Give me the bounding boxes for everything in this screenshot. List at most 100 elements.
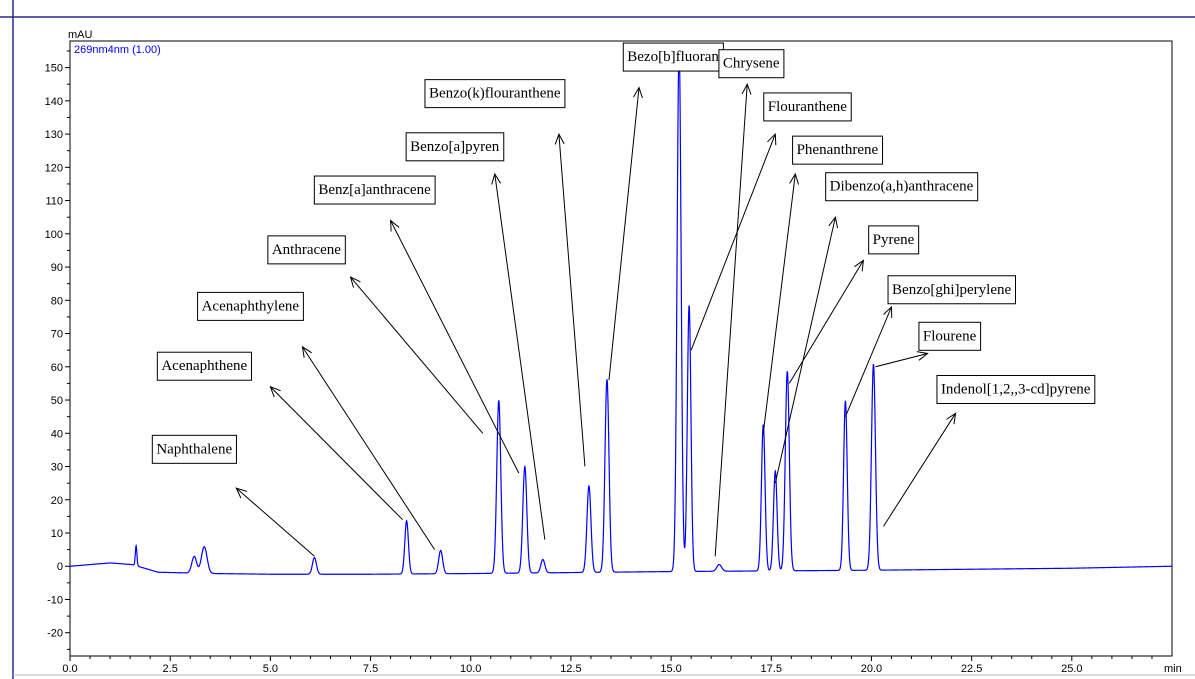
annotation-arrow-line <box>494 173 546 540</box>
annotation-label: Chrysene <box>723 56 780 72</box>
annotation-arrow-line <box>788 260 864 384</box>
x-tick-label: 7.5 <box>363 663 378 675</box>
x-tick-label: 12.5 <box>560 663 581 675</box>
annotation-box <box>887 275 1016 305</box>
annotation-arrowhead <box>828 215 839 229</box>
annotation-box <box>267 235 346 265</box>
y-axis-unit-label: mAU <box>68 29 93 41</box>
annotation-arrowhead <box>633 86 643 99</box>
annotation-label: Acenaphthene <box>161 358 247 374</box>
annotation-label: Bezo[b]fluoran <box>627 49 719 65</box>
annotation-label: Benzo(k)flouranthene <box>429 86 561 102</box>
annotation-label: Pyrene <box>873 232 915 248</box>
annotation-label: Naphthalene <box>156 441 232 457</box>
peak-annotation: Naphthalene <box>151 434 315 557</box>
annotation-label: Phenanthrene <box>797 142 879 158</box>
peak-annotation: Acenaphthene <box>156 351 403 521</box>
annotation-label: Benz[a]anthracene <box>318 182 431 198</box>
x-tick-label: 0.0 <box>62 663 77 675</box>
annotation-arrow-line <box>762 173 796 434</box>
annotation-arrow-line <box>608 87 640 381</box>
peak-annotation: Benzo(k)flouranthene <box>424 79 586 467</box>
annotation-box <box>151 434 237 464</box>
annotation-arrow-line <box>270 386 403 521</box>
annotation-arrowhead <box>235 487 247 499</box>
annotation-box <box>424 79 566 109</box>
y-tick-label: 70 <box>51 329 63 341</box>
x-tick-label: 20.0 <box>861 663 882 675</box>
annotation-arrow-line <box>235 487 315 557</box>
y-tick-label: 80 <box>51 295 63 307</box>
annotation-arrow-line <box>844 306 892 417</box>
peak-annotation: Flouranthene <box>690 92 852 351</box>
annotation-box <box>622 42 724 72</box>
x-axis-unit-label: min <box>1164 663 1182 675</box>
plot-area <box>69 40 1173 657</box>
chromatogram-trace <box>69 46 1173 575</box>
annotation-arrowhead <box>554 132 565 145</box>
y-tick-label: 120 <box>45 162 63 174</box>
x-tick-label: 25.0 <box>1061 663 1082 675</box>
annotation-arrow-line <box>390 220 520 474</box>
annotation-arrowhead <box>916 351 929 361</box>
y-tick-label: 100 <box>45 229 63 241</box>
annotation-box <box>197 291 304 321</box>
peak-annotation: Flourene <box>875 321 982 368</box>
annotation-box <box>868 225 920 255</box>
y-tick-label: 10 <box>51 528 63 540</box>
y-tick-label: 150 <box>45 63 63 75</box>
y-tick-label: 50 <box>51 395 63 407</box>
annotation-arrow-line <box>350 276 484 434</box>
y-tick-label: 110 <box>45 196 63 208</box>
annotation-arrowhead <box>946 412 957 425</box>
annotation-arrowhead <box>491 172 502 185</box>
annotation-box <box>763 92 852 122</box>
annotation-arrow-line <box>714 84 748 557</box>
annotation-arrowhead <box>269 385 281 398</box>
y-tick-label: 140 <box>45 96 63 108</box>
annotation-label: Flourene <box>923 328 977 344</box>
annotation-box <box>718 49 785 79</box>
annotation-arrow-line <box>875 353 928 368</box>
y-tick-label: -20 <box>47 628 63 640</box>
annotation-box <box>918 321 982 351</box>
peak-annotation: Indenol[1,2,,3-cd]pyrene <box>883 374 1096 527</box>
annotation-arrow-line <box>774 217 836 484</box>
annotation-label: Acenaphthylene <box>202 298 300 314</box>
y-tick-label: 40 <box>51 428 63 440</box>
peak-annotations: Naphthalene Acenaphthene Acenaphthylene Ant… <box>151 42 1096 557</box>
annotation-arrow-line <box>883 413 957 527</box>
annotation-box <box>405 132 505 162</box>
x-axis: 0.0 2.5 5.0 7.5 10.0 12.5 15.0 17.5 20.0 22.5 25.0 <box>62 656 1153 675</box>
y-tick-label: 90 <box>51 262 63 274</box>
annotation-arrowhead <box>349 276 361 288</box>
annotation-label: Flouranthene <box>768 99 847 115</box>
x-tick-label: 10.0 <box>460 663 481 675</box>
annotation-box <box>936 374 1096 404</box>
peak-annotation: Benz[a]anthracene <box>313 175 520 474</box>
annotation-arrowhead <box>767 132 777 146</box>
annotation-box <box>792 135 884 165</box>
peak-annotation: Bezo[b]fluoran <box>608 42 724 381</box>
y-tick-label: 60 <box>51 362 63 374</box>
x-tick-label: 17.5 <box>761 663 782 675</box>
annotation-arrowhead <box>789 172 800 185</box>
annotation-label: Anthracene <box>272 242 341 258</box>
annotation-label: Indenol[1,2,,3-cd]pyrene <box>941 381 1091 397</box>
annotation-label: Benzo[ghi]perylene <box>892 282 1011 298</box>
peak-annotation: Chrysene <box>714 49 785 557</box>
y-axis: -20 -10 0 10 20 30 40 50 60 70 80 90 100 110 120 130 140… <box>45 50 70 650</box>
peak-annotation: Anthracene <box>267 235 484 434</box>
signal-label: 269nm4nm (1.00) <box>74 44 161 56</box>
peak-annotation: Pyrene <box>788 225 920 384</box>
y-tick-label: 20 <box>51 495 63 507</box>
annotation-label: Dibenzo(a,h)anthracene <box>830 179 974 195</box>
annotation-arrowhead <box>883 305 893 318</box>
peak-annotation: Benzo[ghi]perylene <box>844 275 1016 417</box>
annotation-arrow-line <box>558 134 586 467</box>
y-tick-label: 130 <box>45 129 63 141</box>
peak-annotation: Acenaphthylene <box>197 291 436 550</box>
annotation-label: Benzo[a]pyren <box>410 139 500 155</box>
x-tick-label: 5.0 <box>263 663 278 675</box>
